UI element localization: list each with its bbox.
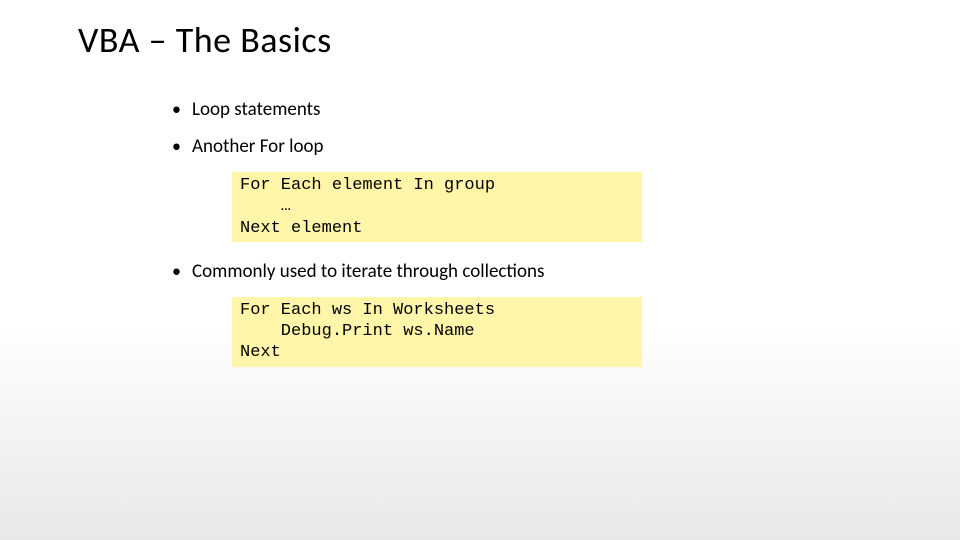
bullet-item: Commonly used to iterate through collect…	[172, 260, 960, 283]
code-block: For Each ws In Worksheets Debug.Print ws…	[232, 297, 642, 367]
bullet-item: Loop statements	[172, 98, 960, 121]
bullet-item: Another For loop	[172, 135, 960, 158]
slide-container: VBA – The Basics Loop statements Another…	[0, 0, 960, 540]
code-block: For Each element In group … Next element	[232, 172, 642, 242]
slide-title: VBA – The Basics	[78, 18, 960, 62]
bullet-list: Loop statements Another For loop For Eac…	[78, 98, 960, 367]
